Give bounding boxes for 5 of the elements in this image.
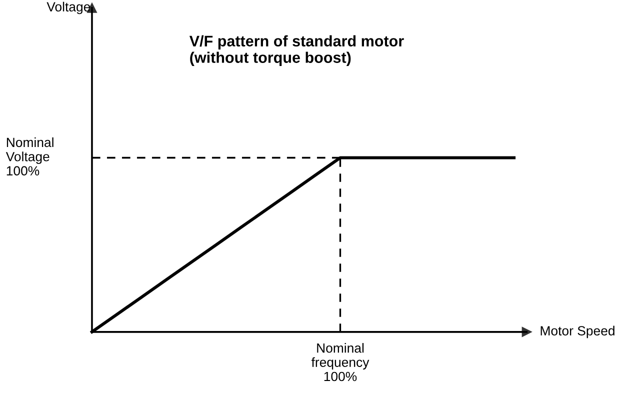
x-axis-title: Motor Speed: [540, 326, 614, 338]
ref-line-label: Nominal Voltage 100%: [6, 137, 54, 176]
text: Voltage: [46, 2, 90, 14]
chart-title: V/F pattern of standard motor (without torque boost): [189, 35, 404, 66]
text: Nominal frequency 100%: [311, 343, 370, 382]
